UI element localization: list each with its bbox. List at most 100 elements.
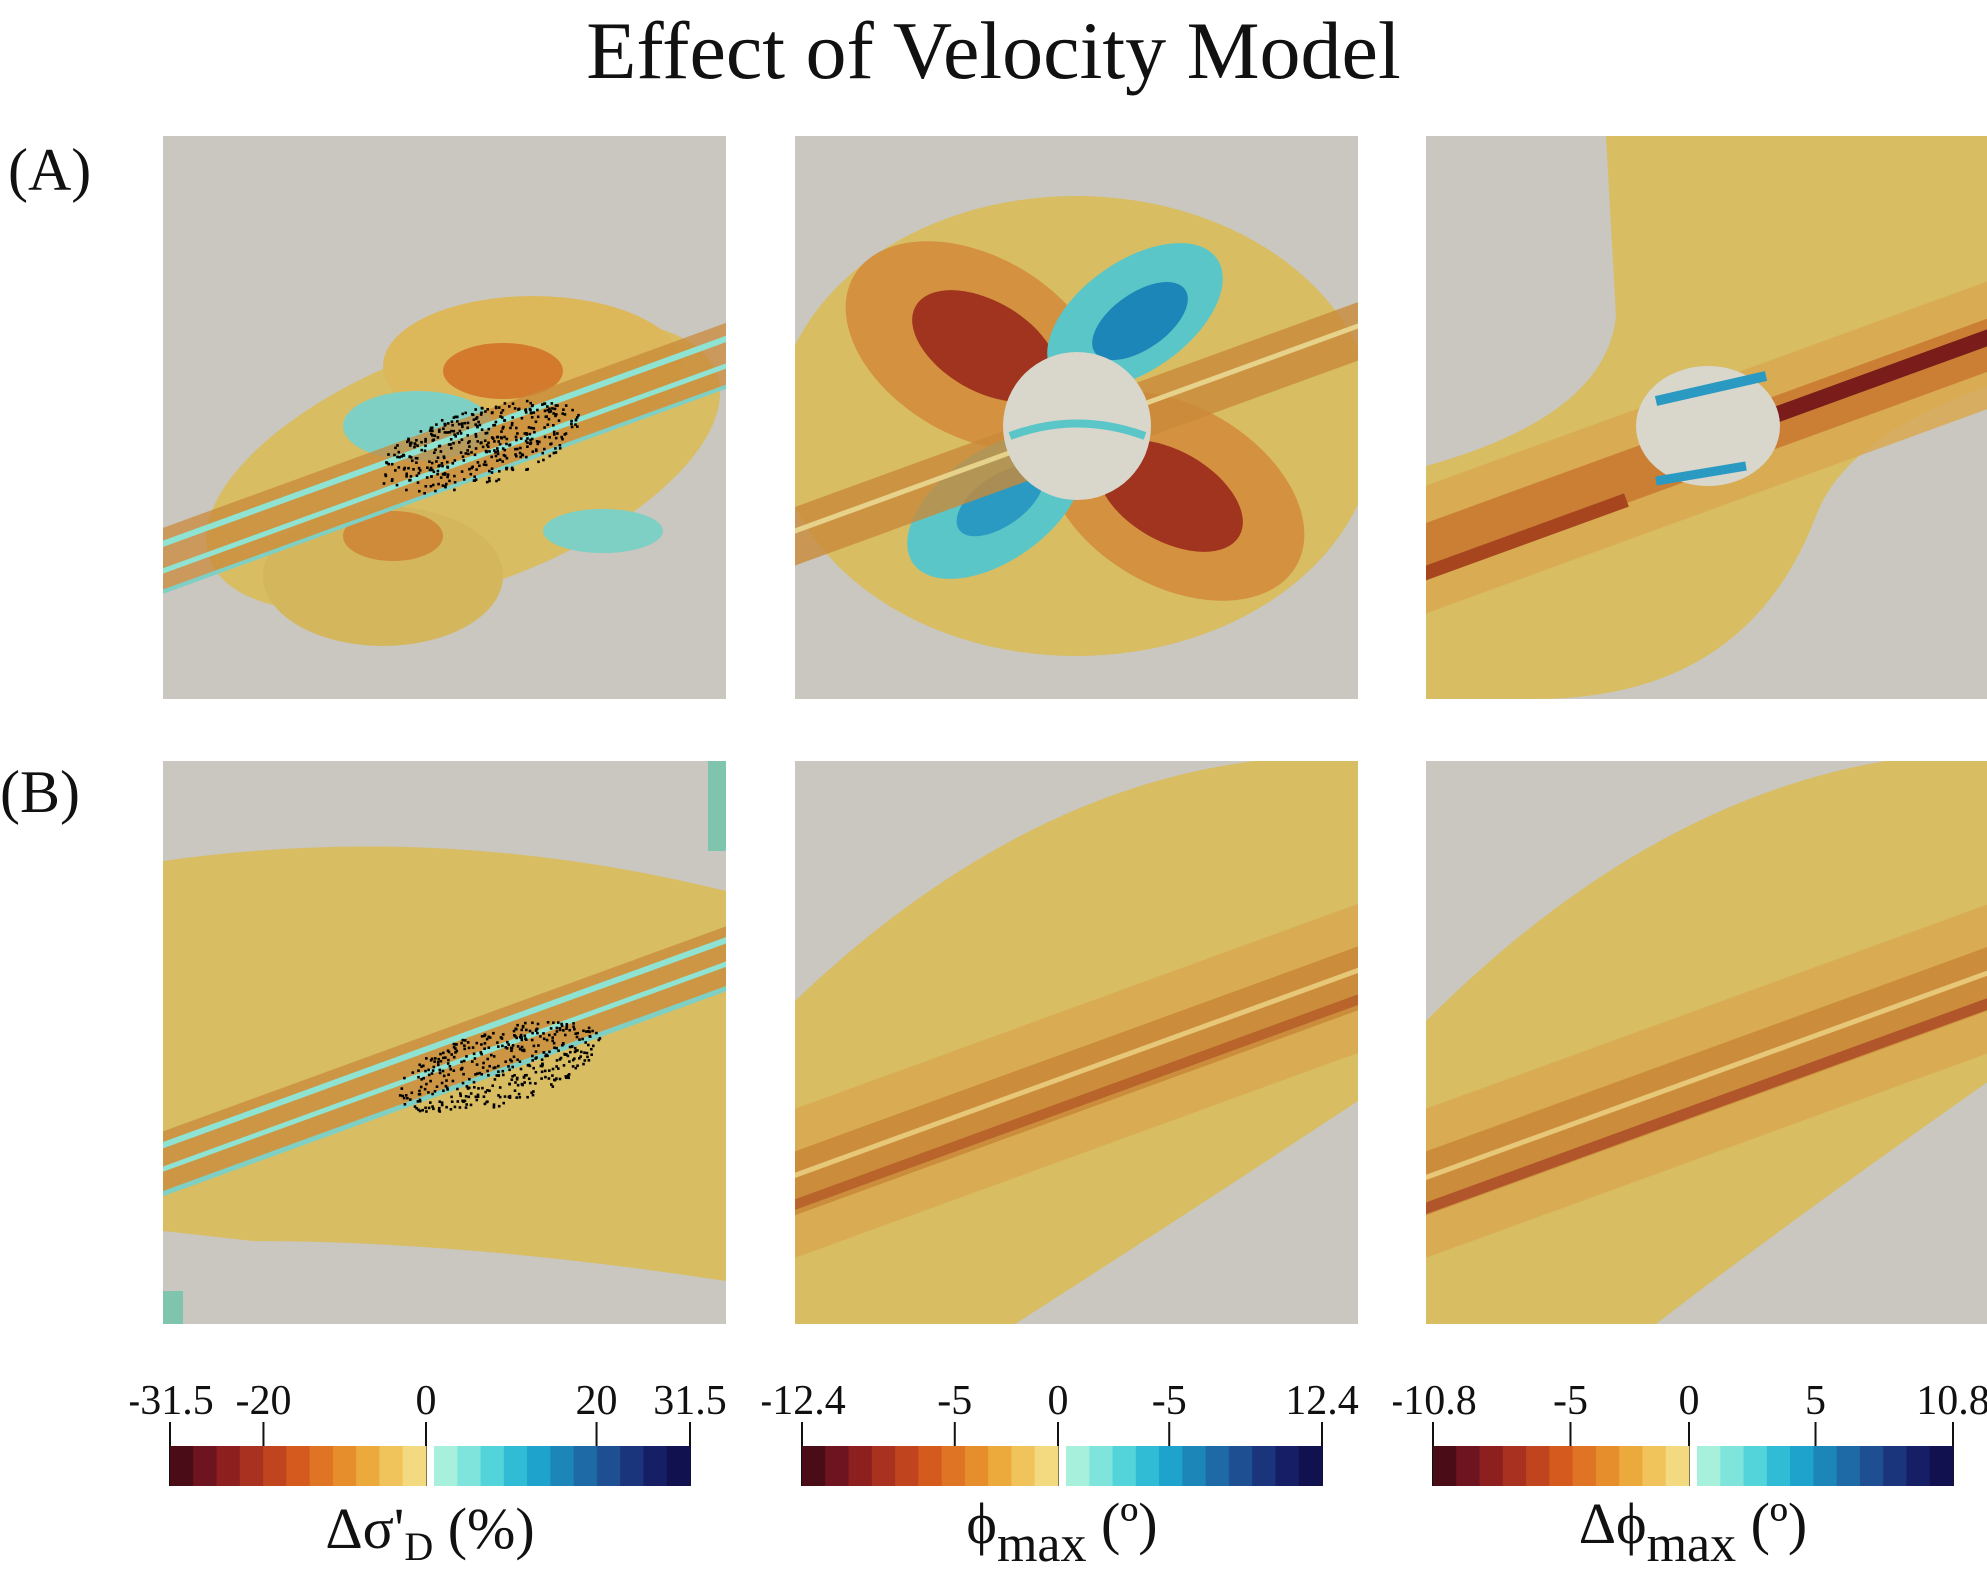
seismicity-point [486, 1100, 489, 1103]
seismicity-point [566, 1074, 570, 1077]
seismicity-point [516, 1058, 519, 1061]
seismicity-point [487, 427, 491, 431]
seismicity-point [417, 471, 421, 475]
seismicity-point [473, 1086, 476, 1089]
seismicity-point [456, 1087, 459, 1091]
seismicity-point [576, 1049, 579, 1052]
seismicity-point [570, 1045, 574, 1048]
seismicity-point [572, 1022, 575, 1025]
seismicity-point [529, 438, 532, 442]
seismicity-point [536, 415, 540, 419]
seismicity-point [493, 1078, 497, 1081]
seismicity-point [565, 1027, 568, 1030]
colorbar-tick-label: -12.4 [762, 1378, 846, 1424]
seismicity-point [569, 1050, 572, 1054]
seismicity-point [482, 1061, 485, 1065]
seismicity-point [511, 1044, 515, 1047]
seismicity-point [458, 429, 462, 433]
seismicity-point [458, 441, 461, 444]
seismicity-point [402, 454, 405, 457]
seismicity-point [430, 461, 434, 465]
colorbar-cell-positive [1182, 1446, 1207, 1486]
seismicity-point [397, 450, 401, 454]
seismicity-point [540, 1070, 544, 1074]
seismicity-point [395, 483, 399, 487]
seismicity-point [560, 1024, 564, 1028]
seismicity-point [411, 1071, 415, 1074]
seismicity-point [518, 1047, 522, 1051]
seismicity-point [444, 484, 447, 488]
seismicity-point [406, 1096, 409, 1100]
colorbar-cell-positive [1790, 1446, 1814, 1486]
colorbar-cell-negative [1479, 1446, 1504, 1486]
seismicity-point [442, 1056, 445, 1060]
seismicity-point [584, 1041, 587, 1044]
colorbar-cell-positive [573, 1446, 598, 1486]
seismicity-point [450, 446, 453, 450]
colorbar-cell-positive [1720, 1446, 1745, 1486]
seismicity-point [428, 460, 431, 463]
seismicity-point [583, 1059, 587, 1062]
seismicity-point [464, 1095, 468, 1098]
seismicity-point [455, 1043, 458, 1046]
seismicity-point [490, 471, 494, 474]
seismicity-point [496, 449, 499, 453]
seismicity-point [430, 432, 433, 436]
seismicity-point [490, 467, 494, 470]
seismicity-point [481, 1066, 485, 1069]
seismicity-point [446, 1088, 449, 1091]
seismicity-point [429, 1079, 432, 1083]
seismicity-point [545, 1038, 549, 1042]
seismicity-point [425, 476, 429, 479]
seismicity-point [498, 442, 502, 446]
seismicity-point [472, 418, 476, 421]
colorbar-cell-negative [1619, 1446, 1643, 1486]
seismicity-point [546, 408, 549, 412]
seismicity-point [450, 420, 454, 423]
seismicity-point [524, 439, 528, 443]
seismicity-point [575, 1035, 579, 1039]
seismicity-point [418, 469, 422, 472]
seismicity-point [417, 466, 421, 470]
seismicity-point [431, 483, 435, 487]
seismicity-point [462, 1059, 466, 1063]
panel-a-stress-change [163, 136, 726, 699]
seismicity-point [495, 1074, 499, 1077]
seismicity-point [556, 404, 559, 407]
seismicity-point [558, 1027, 562, 1030]
seismicity-point [420, 1078, 423, 1081]
seismicity-point [466, 426, 469, 430]
seismicity-point [480, 1052, 483, 1056]
seismicity-point [437, 1057, 440, 1061]
seismicity-point [483, 1102, 487, 1106]
seismicity-point [563, 433, 567, 436]
seismicity-point [542, 1032, 545, 1035]
seismicity-point [473, 453, 477, 457]
seismicity-point [452, 1069, 456, 1072]
seismicity-point [511, 402, 515, 405]
seismicity-point [472, 1080, 476, 1084]
seismicity-point [459, 451, 463, 454]
seismicity-point [526, 441, 529, 445]
seismicity-point [423, 492, 426, 495]
seismicity-point [530, 1091, 533, 1094]
seismicity-point [520, 1045, 524, 1049]
seismicity-point [578, 1038, 581, 1041]
seismicity-point [461, 455, 465, 458]
seismicity-point [430, 1072, 434, 1075]
seismicity-point [525, 1038, 528, 1041]
seismicity-point [515, 454, 518, 458]
seismicity-point [567, 1076, 570, 1080]
seismicity-point [438, 1071, 442, 1075]
seismicity-point [486, 408, 489, 411]
seismicity-point [560, 435, 563, 439]
seismicity-point [518, 1096, 522, 1099]
colorbar-cell-negative [1572, 1446, 1597, 1486]
seismicity-point [467, 441, 470, 445]
seismicity-point [453, 1105, 457, 1109]
colorbar-tick-label: 5 [1805, 1378, 1826, 1424]
seismicity-point [492, 1031, 495, 1035]
seismicity-point [416, 481, 420, 484]
seismicity-point [409, 1098, 412, 1101]
seismicity-point [558, 444, 562, 447]
